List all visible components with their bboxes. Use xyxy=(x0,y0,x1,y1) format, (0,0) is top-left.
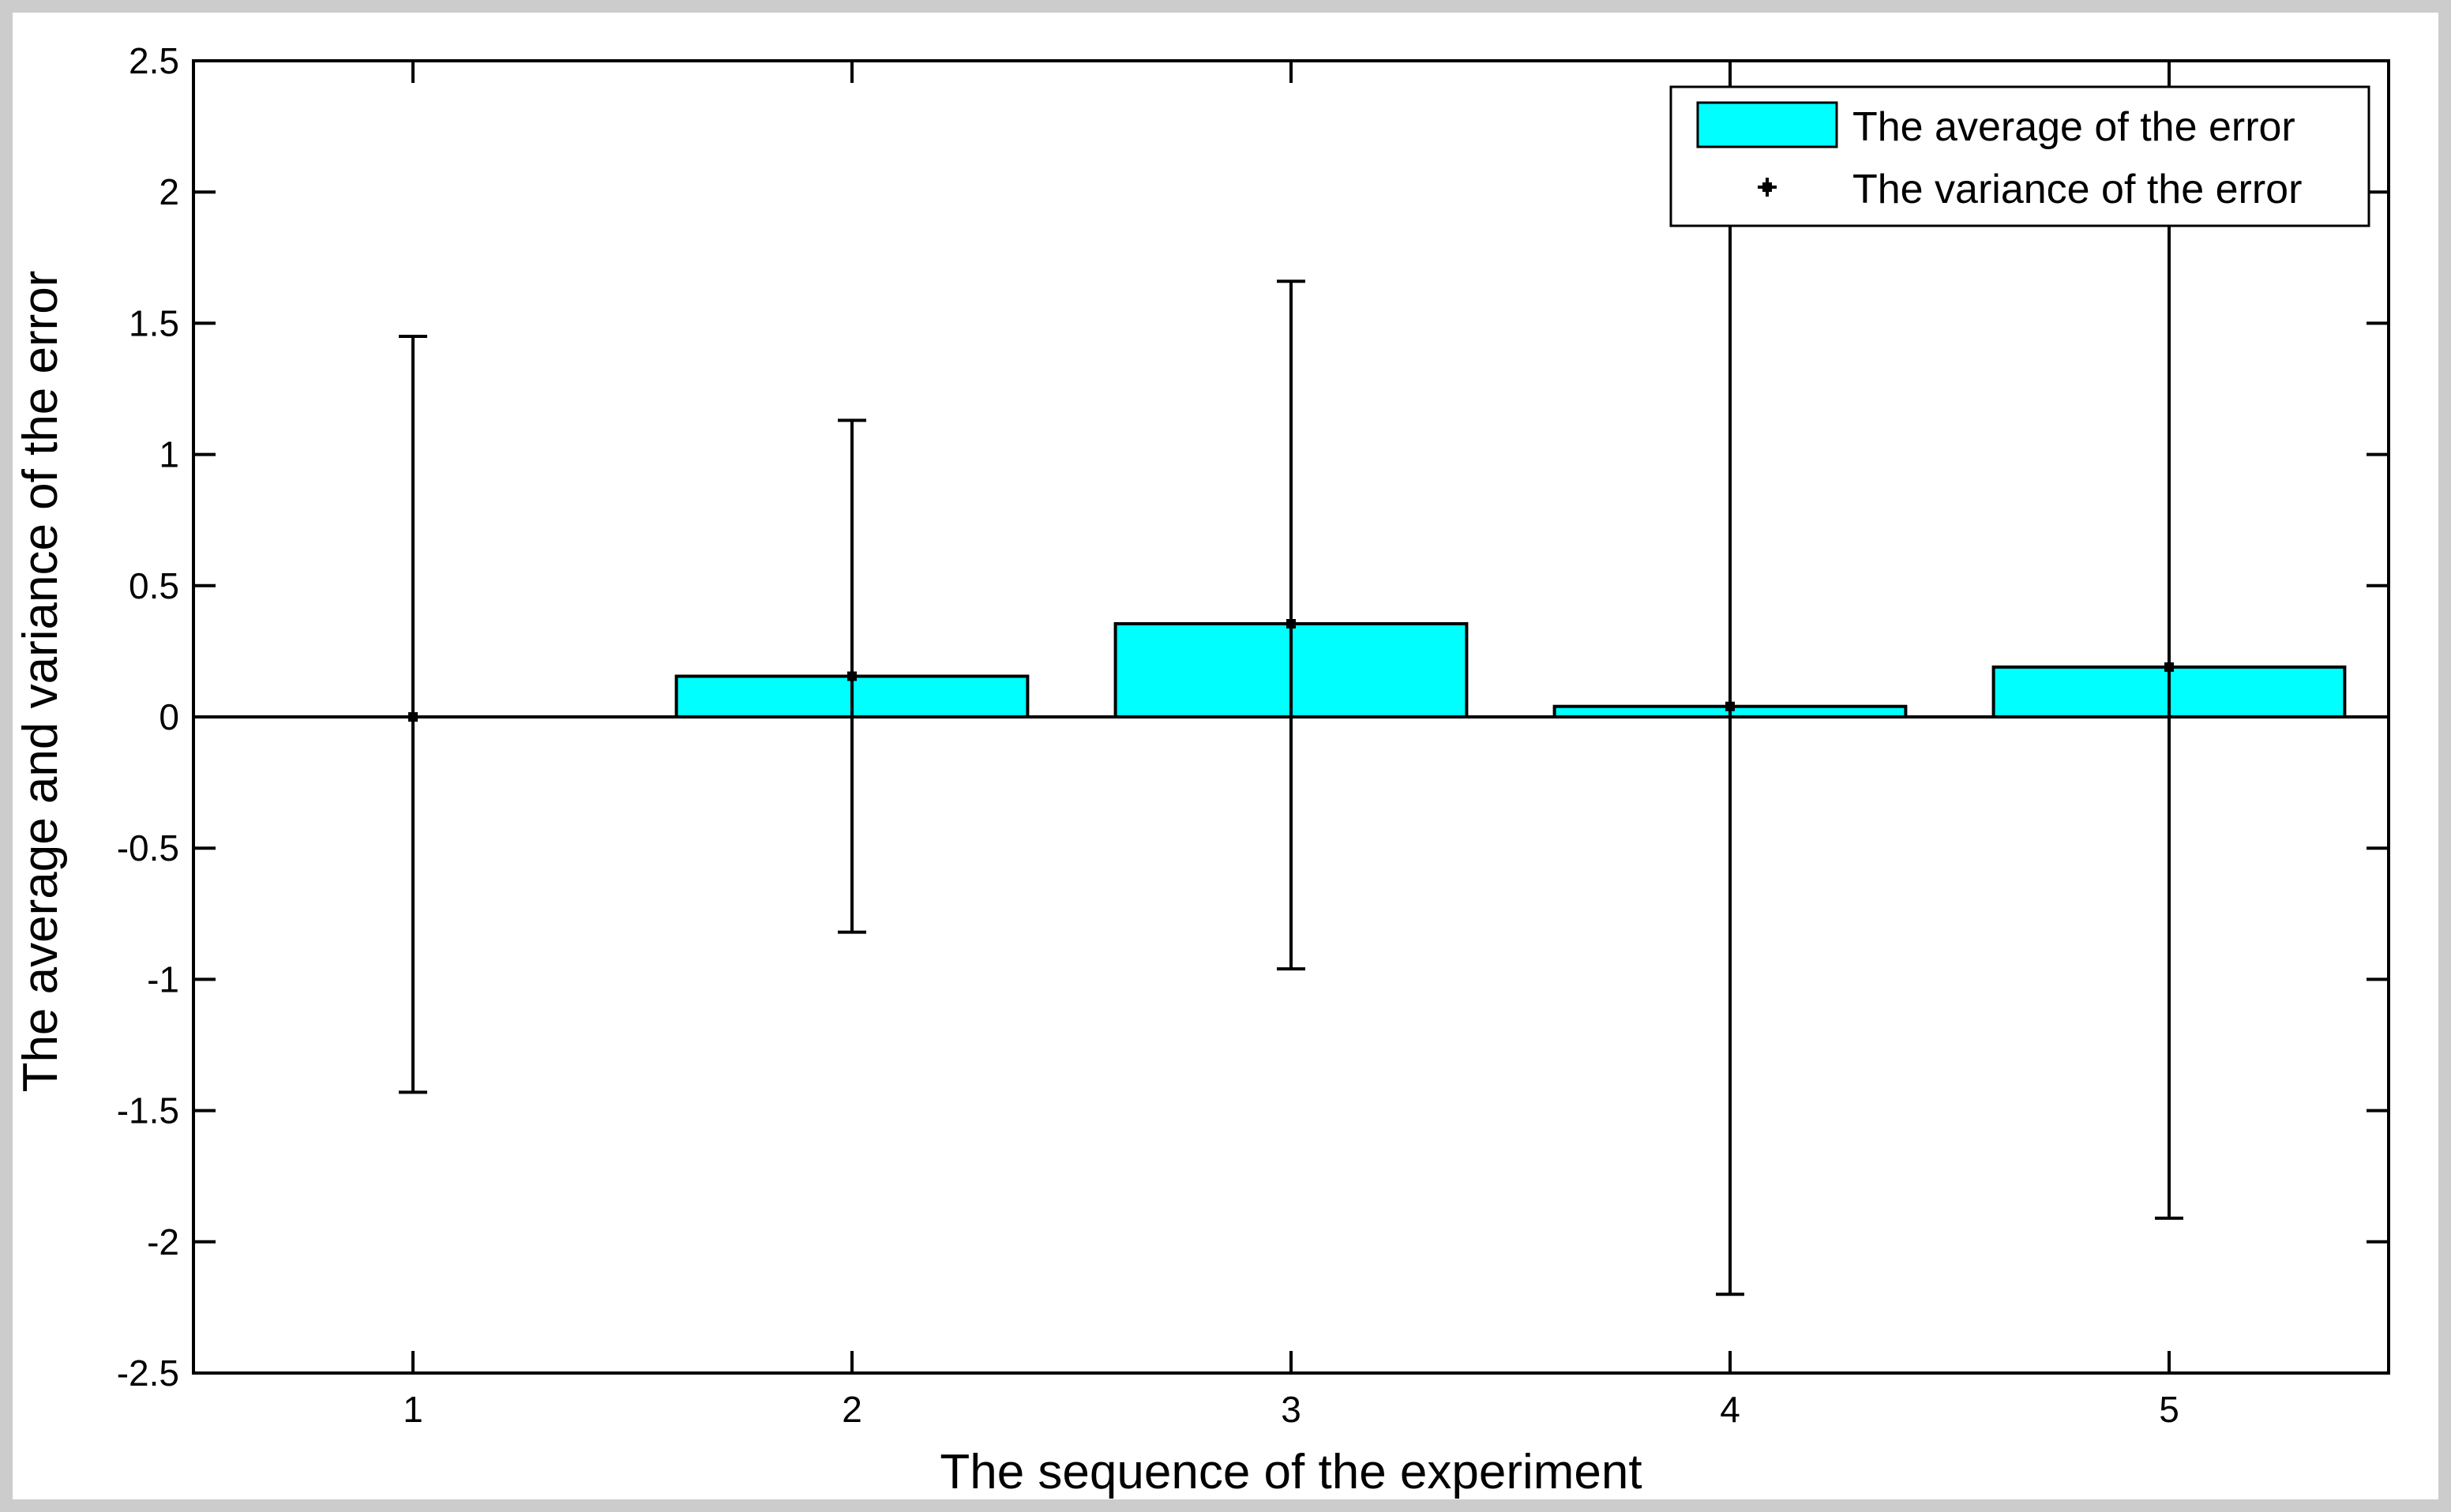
y-tick-label: -1 xyxy=(147,959,179,1000)
mean-marker-1 xyxy=(408,712,418,722)
y-tick-label: -2 xyxy=(147,1221,179,1263)
legend-swatch-average xyxy=(1696,101,1838,148)
x-tick-label: 1 xyxy=(403,1389,423,1430)
y-tick-label: 0 xyxy=(159,696,179,737)
x-tick-label: 4 xyxy=(1720,1389,1740,1430)
y-tick-label: -2.5 xyxy=(117,1353,179,1394)
x-tick-label: 2 xyxy=(842,1389,862,1430)
y-axis: 2.5 2 1.5 1 0.5 0 -0.5 -1 -1.5 -2 -2.5 xyxy=(117,40,2389,1394)
x-tick-label: 5 xyxy=(2159,1389,2179,1430)
legend-label-variance: The variance of the error xyxy=(1852,167,2302,212)
y-tick-label: -0.5 xyxy=(117,827,179,869)
y-axis-title: The average and variance of the error xyxy=(13,271,68,1093)
x-axis: 1 2 3 4 5 xyxy=(403,61,2179,1430)
legend: The average of the error The variance of… xyxy=(1669,85,2370,227)
x-axis-title: The sequence of the experiment xyxy=(940,1445,1642,1499)
y-tick-label: 0.5 xyxy=(129,565,179,606)
mean-marker-5 xyxy=(2164,662,2174,672)
errorbars-layer xyxy=(399,61,2183,1296)
mean-marker-4 xyxy=(1725,701,1735,711)
y-tick-label: 1.5 xyxy=(129,302,179,343)
y-tick-label: 1 xyxy=(159,434,179,475)
x-tick-label: 3 xyxy=(1281,1389,1301,1430)
mean-marker-2 xyxy=(847,671,857,681)
y-tick-label: -1.5 xyxy=(117,1090,179,1131)
y-tick-label: 2.5 xyxy=(129,40,179,81)
y-tick-label: 2 xyxy=(159,171,179,212)
legend-label-average: The average of the error xyxy=(1852,104,2295,150)
mean-marker-3 xyxy=(1286,618,1296,628)
